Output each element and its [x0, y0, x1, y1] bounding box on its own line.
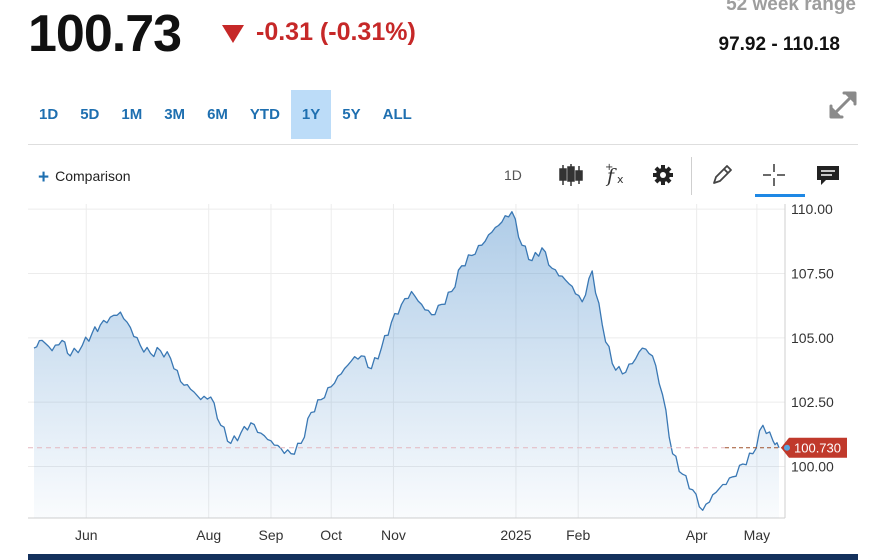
candlestick-icon[interactable] [557, 161, 585, 189]
x-tick-label: Jun [75, 527, 98, 543]
svg-text:x: x [617, 173, 624, 186]
svg-text:+: + [605, 162, 613, 173]
change-text: -0.31 (-0.31%) [256, 18, 416, 46]
comparison-button[interactable]: + Comparison [38, 167, 131, 189]
period-tabs: 1D 5D 1M 3M 6M YTD 1Y 5Y ALL [28, 90, 423, 139]
x-tick-label: 2025 [500, 527, 531, 543]
toolbar-divider [691, 157, 692, 195]
plus-icon: + [38, 167, 50, 188]
tab-ytd[interactable]: YTD [249, 106, 280, 123]
crosshair-active-indicator [755, 194, 805, 197]
chat-icon[interactable] [814, 161, 842, 189]
x-tick-label: Sep [259, 527, 284, 543]
svg-text:f: f [605, 165, 617, 187]
y-tick-label: 105.00 [791, 330, 834, 346]
bottom-bar [28, 554, 858, 560]
expand-icon[interactable] [826, 88, 860, 122]
y-tick-label: 100.00 [791, 459, 834, 475]
x-tick-label: Feb [566, 527, 590, 543]
last-value-label: 100.730 [794, 441, 841, 456]
gear-icon[interactable] [649, 161, 677, 189]
pencil-icon[interactable] [708, 161, 736, 189]
price-value: 100.73 [28, 5, 182, 63]
price-area [34, 211, 779, 518]
x-tick-label: May [744, 527, 770, 543]
tab-1y[interactable]: 1Y [290, 90, 332, 139]
last-value-marker [781, 437, 847, 458]
tab-6m[interactable]: 6M [207, 106, 228, 123]
chart-toolbar: + Comparison 1D f x + [28, 144, 858, 201]
tab-5y[interactable]: 5Y [342, 106, 361, 123]
x-tick-label: Apr [686, 527, 708, 543]
tab-all[interactable]: ALL [382, 106, 412, 123]
comparison-label: Comparison [55, 168, 131, 184]
tab-3m[interactable]: 3M [164, 106, 186, 123]
crosshair-icon[interactable] [760, 161, 788, 189]
tab-5d[interactable]: 5D [80, 106, 100, 123]
tab-1d[interactable]: 1D [39, 106, 59, 123]
y-tick-label: 110.00 [791, 201, 833, 217]
last-value-dot [784, 444, 790, 451]
range-value: 97.92 - 110.18 [718, 34, 841, 55]
y-tick-label: 107.50 [791, 265, 834, 281]
price-change: -0.31 (-0.31%) [222, 18, 416, 47]
interval-button[interactable]: 1D [504, 167, 522, 183]
x-tick-label: Aug [196, 527, 221, 543]
x-tick-label: Nov [381, 527, 406, 543]
x-tick-label: Oct [320, 527, 342, 543]
price-chart[interactable]: Jun Aug Sep Oct Nov 2025 Feb Apr May 100.00 102.50… [28, 200, 858, 552]
price-line [33, 211, 780, 511]
down-arrow-icon [222, 24, 244, 43]
y-tick-label: 102.50 [791, 394, 834, 410]
tab-1m[interactable]: 1M [121, 106, 143, 123]
function-icon[interactable]: f x + [604, 161, 632, 189]
range-title: 52 week range [726, 0, 856, 15]
